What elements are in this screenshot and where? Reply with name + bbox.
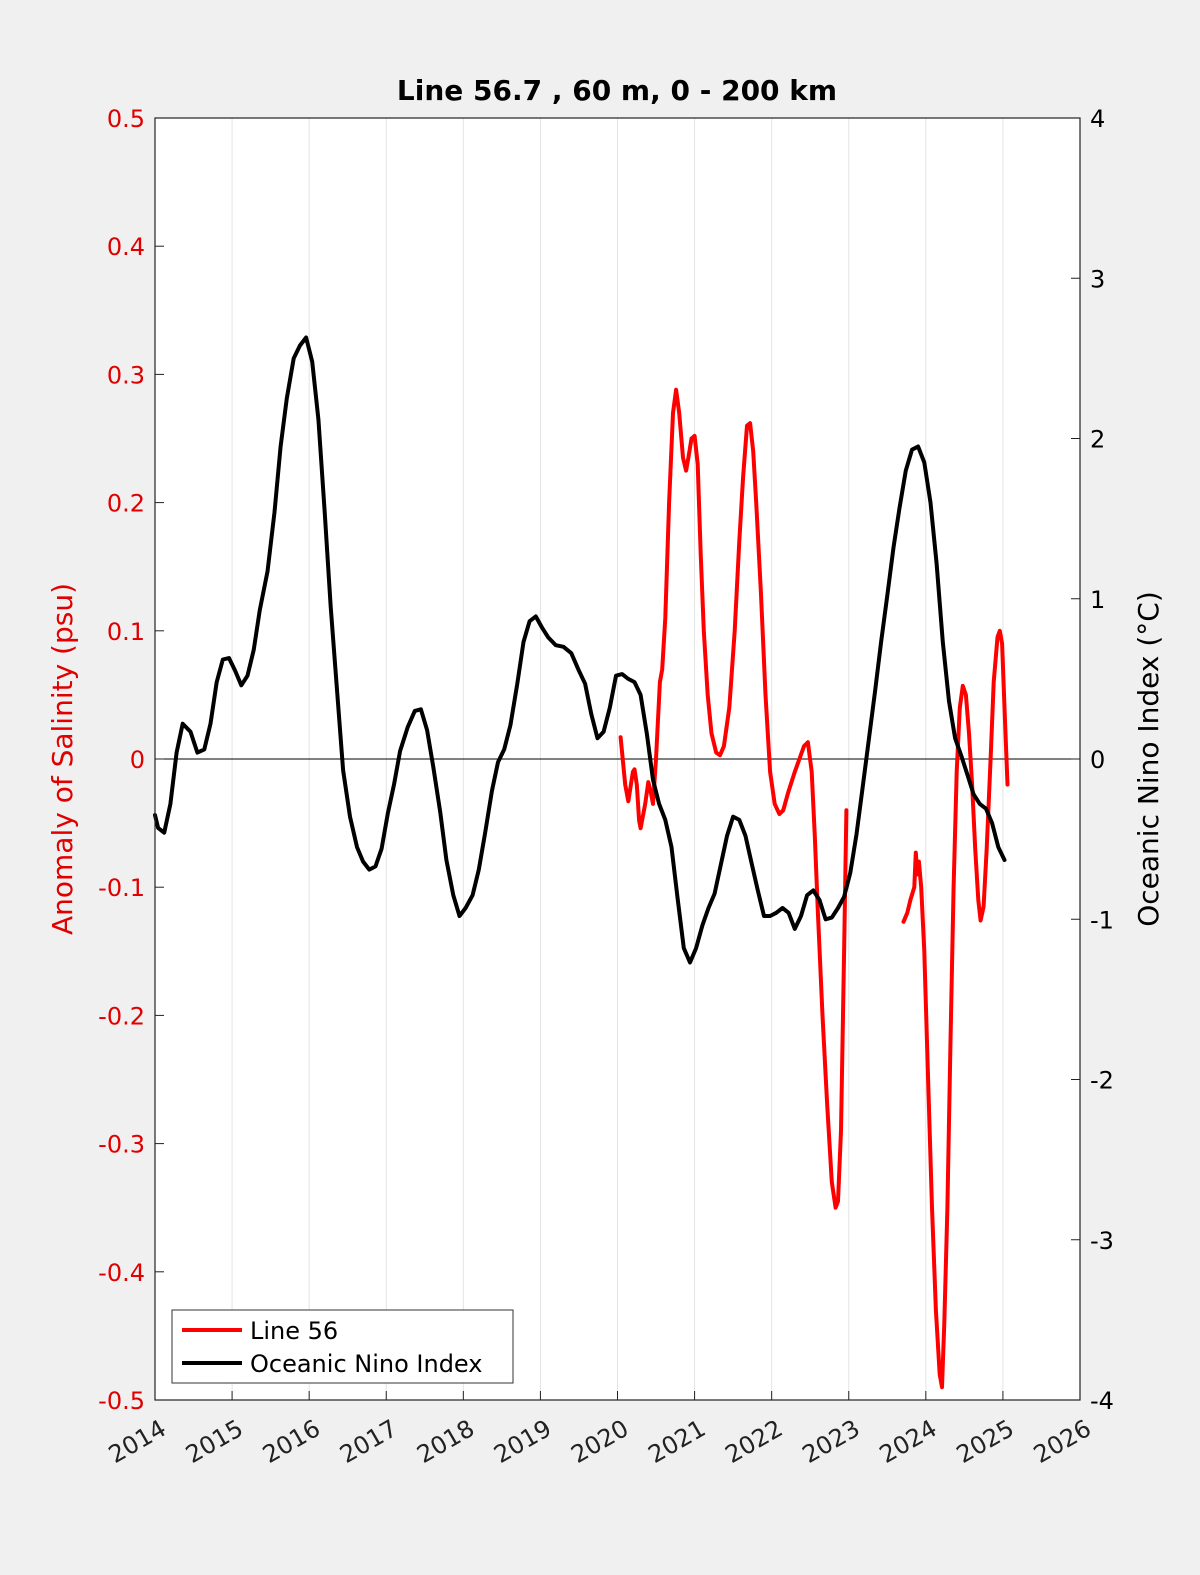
y-right-tick-label: -4: [1090, 1387, 1114, 1415]
y-axis-label-left: Anomaly of Salinity (psu): [46, 583, 79, 935]
legend: Line 56 Oceanic Nino Index: [171, 1309, 514, 1384]
chart-title: Line 56.7 , 60 m, 0 - 200 km: [397, 74, 837, 107]
legend-box: [171, 1309, 514, 1384]
y-left-tick-label: 0.3: [107, 361, 145, 389]
series-oni-line: [153, 335, 1007, 965]
legend-label-oni: Oceanic Nino Index: [250, 1350, 482, 1378]
y-left-tick-label: 0: [130, 746, 145, 774]
y-left-tick-label: 0.1: [107, 618, 145, 646]
y-right-tick-label: 2: [1090, 426, 1105, 454]
legend-label-line56: Line 56: [250, 1317, 338, 1345]
y-left-tick-label: 0.4: [107, 233, 145, 261]
y-axis-label-right: Oceanic Nino Index (°C): [1132, 591, 1165, 927]
series-line56-line: [901, 628, 1010, 1390]
y-right-tick-label: 0: [1090, 746, 1105, 774]
y-right-tick-label: 4: [1090, 105, 1105, 133]
y-right-tick-label: -3: [1090, 1227, 1114, 1255]
y-left-tick-label: -0.1: [98, 874, 145, 902]
series-group: [153, 335, 1010, 1390]
y-left-tick-label: -0.3: [98, 1131, 145, 1159]
y-left-tick-label: 0.2: [107, 490, 145, 518]
series-line56-line: [618, 387, 849, 1210]
y-right-tick-label: 1: [1090, 586, 1105, 614]
y-left-tick-label: 0.5: [107, 105, 145, 133]
y-right-tick-label: 3: [1090, 265, 1105, 293]
y-left-tick-label: -0.5: [98, 1387, 145, 1415]
y-left-tick-label: -0.2: [98, 1002, 145, 1030]
y-left-tick-label: -0.4: [98, 1259, 145, 1287]
y-right-tick-label: -2: [1090, 1067, 1114, 1095]
y-right-tick-label: -1: [1090, 906, 1114, 934]
